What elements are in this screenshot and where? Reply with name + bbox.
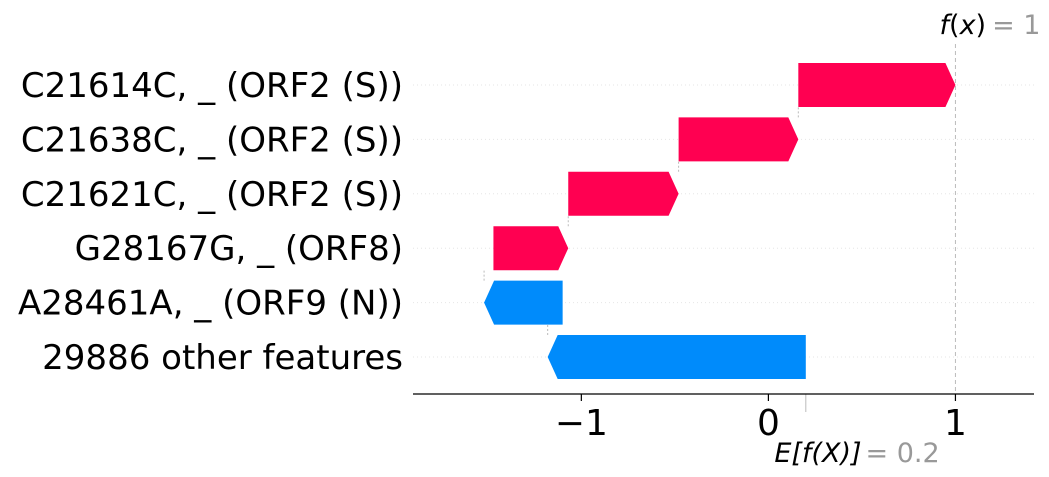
feature-label: C21621C, _ (ORF2 (S))	[21, 175, 403, 215]
efx-expression: E[f(X)]	[774, 438, 861, 469]
waterfall-bar	[568, 171, 679, 216]
feature-label: C21614C, _ (ORF2 (S))	[21, 66, 403, 106]
waterfall-bar	[484, 280, 563, 325]
bars	[484, 63, 956, 379]
reference-lines	[483, 44, 956, 412]
fx-annotation: f(x) = 1	[940, 10, 1041, 41]
feature-label: C21638C, _ (ORF2 (S))	[21, 120, 403, 160]
feature-label: A28461A, _ (ORF9 (N))	[18, 284, 403, 324]
efx-value: = 0.2	[866, 438, 940, 469]
fx-value: = 1	[992, 10, 1040, 41]
x-tick-label: 0	[757, 403, 780, 444]
x-tick-label: 1	[944, 403, 967, 444]
waterfall-bar	[678, 117, 799, 162]
efx-annotation: E[f(X)] = 0.2	[774, 438, 939, 469]
fx-argument: x	[959, 10, 977, 41]
x-axis-ticks: −1 0 1	[555, 394, 967, 444]
waterfall-bar	[547, 335, 806, 379]
feature-labels: C21614C, _ (ORF2 (S)) C21638C, _ (ORF2 (S…	[18, 66, 403, 378]
waterfall-bar	[798, 63, 956, 107]
waterfall-bar	[493, 226, 569, 271]
x-tick-label: −1	[555, 403, 608, 444]
feature-label: 29886 other features	[42, 338, 403, 378]
feature-label: G28167G, _ (ORF8)	[75, 229, 403, 269]
